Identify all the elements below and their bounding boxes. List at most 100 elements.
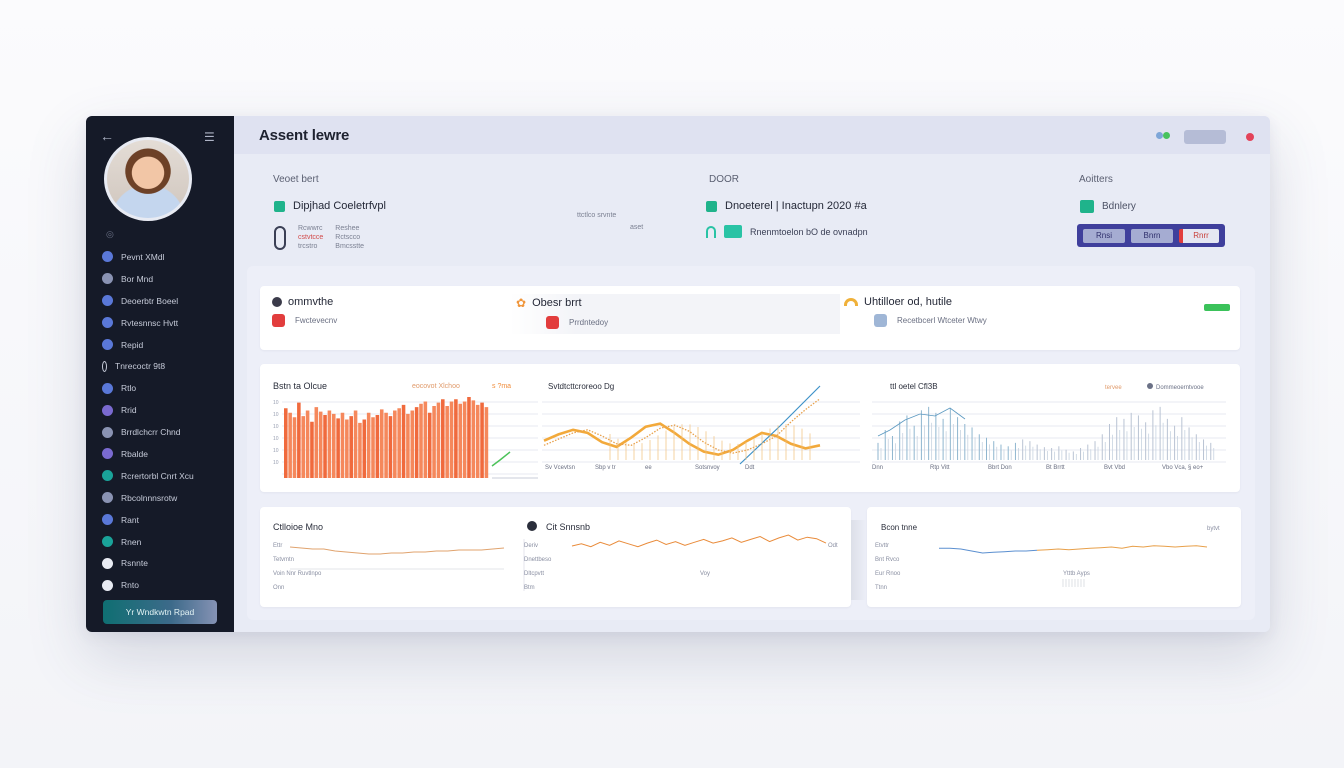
segment-1[interactable]: Rnsi: [1083, 228, 1125, 243]
sidebar-item[interactable]: Bor Mnd: [102, 268, 226, 290]
sidebar-item[interactable]: Rvtesnnsc Hvtt: [102, 312, 226, 334]
menu-icon[interactable]: ☰: [204, 130, 215, 144]
kpi-item-2[interactable]: ✿ Obesr brrt Prrdntedoy: [516, 296, 609, 329]
bar: [445, 406, 449, 478]
chart-note: bytvt: [1207, 526, 1220, 532]
sidebar-item-label: Rnto: [121, 580, 139, 591]
sidebar-item[interactable]: Rnen: [102, 531, 226, 553]
sidebar-item-label: Rsnnte: [121, 558, 148, 569]
kpi-sub-icon: [272, 314, 285, 327]
summary-label-3: Aoitters: [1079, 174, 1113, 185]
avatar[interactable]: [104, 137, 192, 221]
sidebar-item[interactable]: Rsnnte: [102, 552, 226, 574]
x-tick-label: ee: [645, 465, 652, 471]
bar: [375, 415, 380, 478]
chart-title: Bstn ta Olcue: [273, 381, 327, 391]
summary-mid-note-2: aset: [630, 224, 644, 231]
summary-row-2b: Rnenmtoelon bO de ovnadpn: [706, 225, 868, 238]
charts-row-2-left-svg: Ctlloioe Mno Ettr Tetvmtn Voin Nnr Ruvtlnpo…: [273, 521, 838, 591]
chart-note: tervee: [1105, 385, 1122, 391]
sidebar-item[interactable]: Brrdlchcrr Chnd: [102, 421, 226, 443]
bar: [288, 412, 292, 478]
dashboard-panel: ommvthe Fwctevecnv ✿ Obesr brrt Prrdntedo…: [247, 266, 1255, 620]
bar: [379, 409, 384, 478]
charts-row-1: Bstn ta Olcue eocovot Xlchoo s ?ma 10 10 10 10…: [260, 364, 1240, 492]
notification-icon[interactable]: [1246, 133, 1254, 141]
sidebar-item[interactable]: Rbalde: [102, 443, 226, 465]
sidebar-item-label: Rbcolnnnsrotw: [121, 492, 178, 503]
bar: [331, 413, 336, 478]
sidebar-cta-button[interactable]: Yr Wndkwtn Rpad: [103, 600, 217, 624]
sidebar-item[interactable]: Rrid: [102, 399, 226, 421]
nav-dot-icon: [102, 295, 113, 307]
bar: [345, 419, 349, 478]
nav-dot-icon: [102, 448, 113, 460]
sidebar-item-label: Bor Mnd: [121, 273, 154, 284]
flame-icon: ✿: [516, 296, 527, 310]
sidebar: ← ☰ ◎ Pevnt XMdl Bor Mnd Deoerbtr Boeel Rvt…: [86, 116, 234, 632]
bar: [323, 415, 327, 478]
tick-label: 10: [273, 424, 279, 430]
status-chip-icon: [1080, 200, 1094, 213]
sidebar-item[interactable]: Rnto: [102, 574, 226, 596]
x-tick-label: Sotsnvoy: [695, 465, 720, 471]
nav-dot-icon: [102, 579, 113, 591]
kpi-item-1[interactable]: ommvthe Fwctevecnv: [272, 296, 337, 327]
chart-note: s ?ma: [492, 383, 511, 390]
nav-dot-icon: [102, 273, 113, 285]
sidebar-item[interactable]: Rant: [102, 509, 226, 531]
segment-3[interactable]: Rnrr: [1179, 228, 1219, 243]
summary-strip: Veoet bert Dipjhad Coeletrfvpl Rcwwrc cst…: [234, 154, 1270, 264]
bar: [353, 410, 358, 478]
chart-bullet-icon: [527, 521, 537, 531]
detail-lines-b: Reshee Rctscco Bmcsstte: [335, 225, 365, 250]
row-label: Deriv: [524, 543, 538, 549]
bar: [314, 407, 319, 478]
sidebar-item[interactable]: Pevnt XMdl: [102, 246, 226, 268]
nav-dot-icon: [102, 557, 113, 569]
summary-value-2: Dnoeterel | Inactupn 2020 #a: [725, 200, 867, 212]
bar: [305, 410, 310, 478]
topbar-action-button[interactable]: [1184, 130, 1226, 144]
sidebar-item[interactable]: Repid: [102, 334, 226, 356]
bar: [423, 401, 428, 478]
bar: [284, 408, 288, 478]
segment-2[interactable]: Bnrn: [1131, 228, 1173, 243]
sidebar-item-label: Rant: [121, 514, 139, 525]
summary-label-2: DOOR: [709, 174, 739, 185]
status-chip-icon: [274, 200, 285, 212]
sidebar-item[interactable]: Rtlo: [102, 377, 226, 399]
status-chip-icon: [724, 225, 742, 238]
sidebar-item-label: Repid: [121, 339, 144, 350]
summary-value-1: Dipjhad Coeletrfvpl: [293, 200, 386, 212]
row-label: Ettr: [273, 543, 282, 549]
detail-lines-a: Rcwwrc cstvtcce trcstro: [298, 225, 324, 250]
series-line: [739, 385, 821, 465]
row-label: Ttnn: [875, 585, 887, 591]
chart-title: Svtdtcttcroreoo Dg: [548, 382, 614, 391]
x-tick-label: Sv Vcevtsn: [545, 465, 575, 471]
bar: [362, 419, 367, 478]
sidebar-item[interactable]: Tnrecoctr 9t8: [102, 355, 226, 377]
bar: [358, 422, 362, 478]
sidebar-item-label: Rnen: [121, 536, 142, 547]
row-label: Voin Nnr Ruvtlnpo: [273, 571, 322, 577]
status-badge: [1204, 304, 1230, 311]
sidebar-item[interactable]: Rcrertorbl Cnrt Xcu: [102, 465, 226, 487]
kpi-item-3[interactable]: Uhtilloer od, hutile Recetbcerl Wtceter …: [844, 296, 987, 327]
bar: [458, 403, 463, 478]
legend-dot-icon: [1147, 383, 1153, 389]
sidebar-item[interactable]: Deoerbtr Boeel: [102, 290, 226, 312]
bar: [414, 407, 419, 478]
chart-title: Bcon tnne: [881, 523, 918, 532]
nav-dot-icon: [102, 339, 113, 350]
back-arrow-icon[interactable]: ←: [100, 128, 114, 144]
x-tick-label: Rtp Vitt: [930, 465, 950, 471]
bar: [310, 421, 314, 478]
sidebar-item[interactable]: Rbcolnnnsrotw: [102, 487, 226, 509]
bar: [436, 402, 441, 478]
x-tick-label: Bbrt Don: [988, 465, 1012, 471]
bar: [475, 404, 480, 478]
nav-dot-icon: [102, 492, 113, 504]
sidebar-nav: Pevnt XMdl Bor Mnd Deoerbtr Boeel Rvtesnnsc…: [102, 246, 226, 596]
